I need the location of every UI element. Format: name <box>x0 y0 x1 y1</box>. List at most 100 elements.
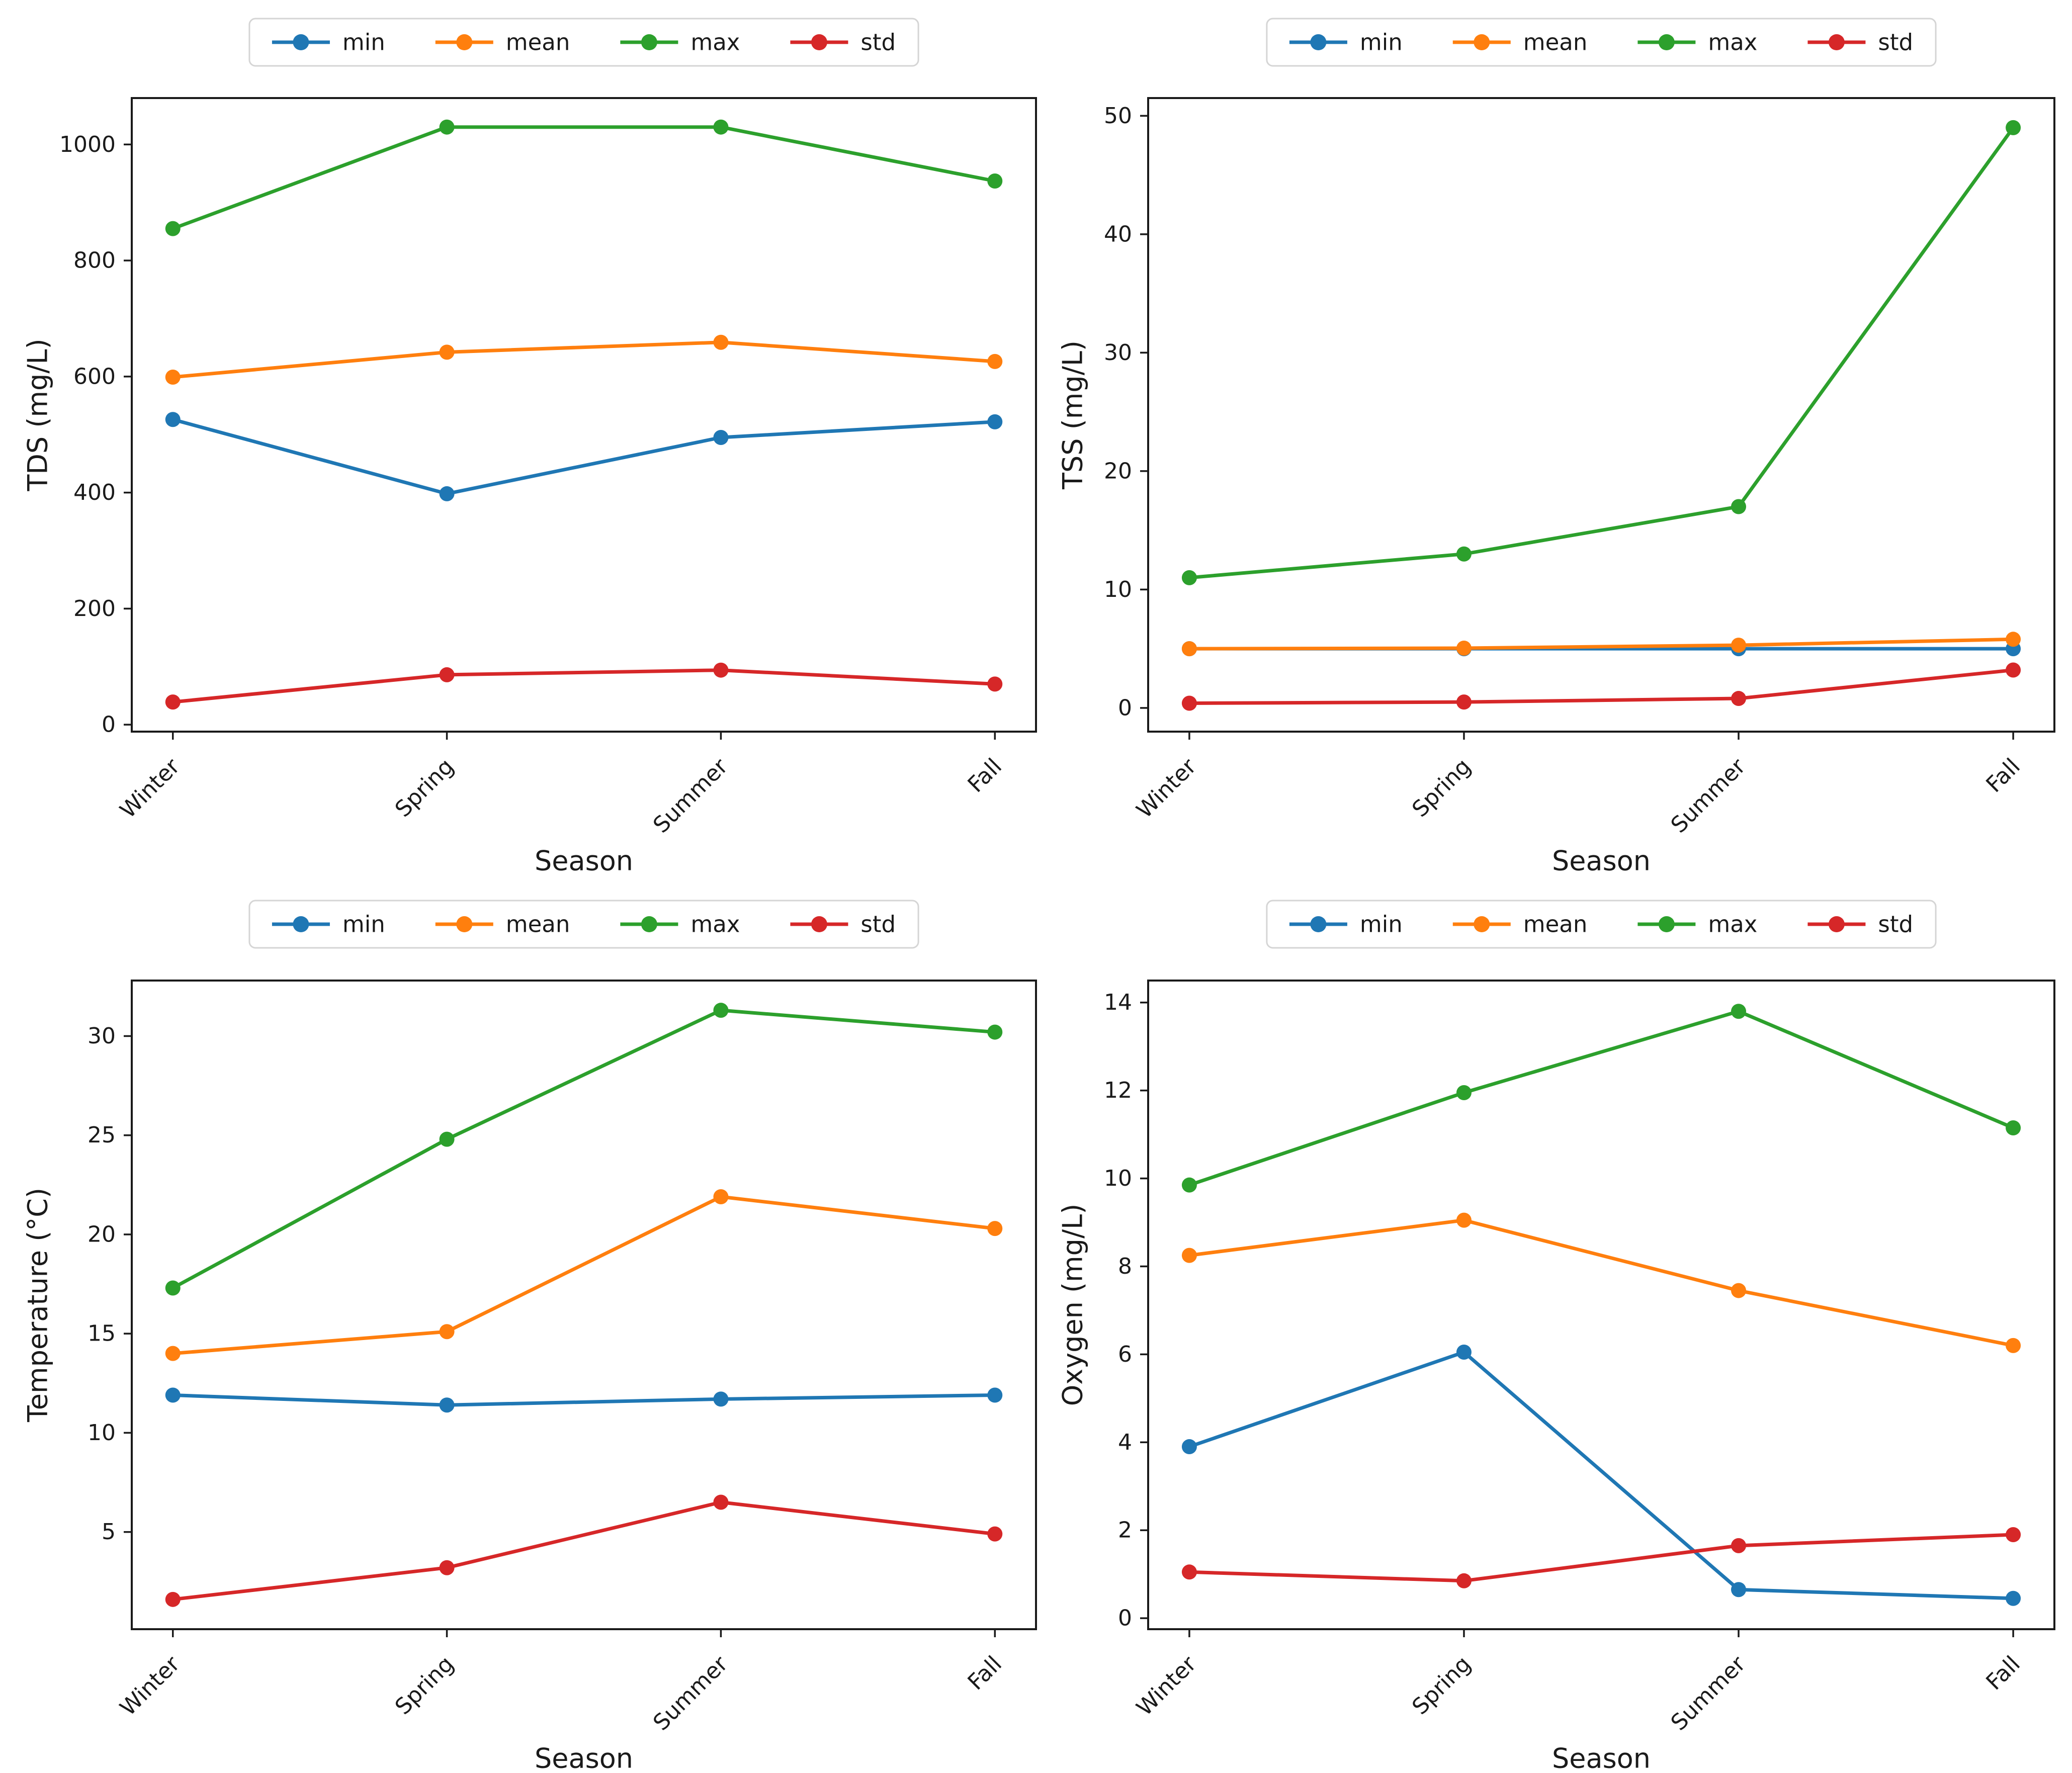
legend-marker-dot-min <box>1310 34 1327 50</box>
x-tick-label-summer: Summer <box>648 753 733 838</box>
series-marker-mean-summer <box>713 334 729 350</box>
legend-box <box>1266 900 1937 949</box>
series-line-max <box>172 1008 995 1290</box>
x-axis-label-tds: Season <box>535 845 633 877</box>
y-axis-label-tss: TSS (mg/L) <box>1057 340 1089 490</box>
series-marker-min-spring <box>439 1397 455 1413</box>
y-tick-label: 0 <box>1118 695 1132 721</box>
legend-item-max: max <box>620 911 740 938</box>
legend-item-mean: mean <box>1452 911 1588 938</box>
legend-item-min: min <box>272 911 385 938</box>
legend-item-mean: mean <box>435 29 570 56</box>
series-marker-mean-winter <box>1181 641 1197 657</box>
y-tick-label: 12 <box>1104 1078 1132 1103</box>
series-marker-mean-winter <box>1181 1248 1197 1263</box>
series-marker-max-winter <box>165 221 181 236</box>
legend-item-mean: mean <box>435 911 570 938</box>
y-tick-label: 0 <box>1118 1606 1132 1631</box>
series-marker-max-summer <box>713 119 729 135</box>
y-tick-label: 4 <box>1118 1430 1132 1455</box>
y-tick-label: 1000 <box>59 132 116 157</box>
series-marker-std-fall <box>987 676 1003 692</box>
series-marker-std-spring <box>1456 694 1472 710</box>
series-marker-std-summer <box>1731 1538 1747 1553</box>
series-marker-min-fall <box>987 1387 1003 1403</box>
x-axis-label-tss: Season <box>1552 845 1651 877</box>
series-marker-std-fall <box>987 1526 1003 1542</box>
y-tick-label: 40 <box>1104 221 1132 247</box>
y-tick-label: 6 <box>1118 1342 1132 1367</box>
legend-item-min: min <box>1289 911 1403 938</box>
series-marker-mean-winter <box>165 370 181 385</box>
legend-oxygen: min mean max std <box>1266 900 1937 949</box>
series-marker-min-winter <box>1181 1439 1197 1455</box>
series-line-mean <box>1189 637 2014 651</box>
x-tick-label-spring: Spring <box>1407 754 1476 822</box>
series-line-max <box>1189 126 2015 580</box>
series-marker-std-winter <box>1181 1564 1197 1580</box>
legend-marker-dot-max <box>641 916 657 932</box>
y-tick-label: 10 <box>1104 577 1132 602</box>
legend-marker-dot-max <box>1658 34 1675 50</box>
series-marker-max-summer <box>1731 499 1747 514</box>
y-tick-label: 15 <box>88 1321 116 1347</box>
series-marker-std-summer <box>713 1494 729 1510</box>
plot-frame-oxygen <box>1147 980 2055 1630</box>
chart-tss: 0 10 20 30 40 50 Winter Spring Summer Fall Season T… <box>1057 18 2055 877</box>
x-tick-label-winter: Winter <box>115 1651 185 1721</box>
series-marker-mean-summer <box>713 1189 729 1204</box>
series-marker-mean-fall <box>2006 1338 2021 1353</box>
series-marker-min-summer <box>713 430 729 445</box>
y-tick-label: 800 <box>73 248 116 274</box>
legend-marker-dot-min <box>1310 916 1327 932</box>
series-marker-min-fall <box>987 414 1003 429</box>
x-tick-label-fall: Fall <box>963 754 1007 797</box>
series-marker-max-spring <box>1456 1085 1472 1101</box>
legend-marker-dot-mean <box>456 34 473 50</box>
series-marker-min-spring <box>1456 1345 1472 1360</box>
y-axis-label-oxygen: Oxygen (mg/L) <box>1057 1204 1089 1406</box>
legend-temperature: min mean max std <box>248 900 919 949</box>
y-axis-label-temperature: Temperature (°C) <box>22 1188 54 1423</box>
legend-label-max: max <box>1708 911 1757 938</box>
series-marker-max-winter <box>165 1280 181 1296</box>
series-line-mean <box>1189 1218 2014 1348</box>
x-tick-label-spring: Spring <box>1407 1651 1476 1720</box>
legend-item-min: min <box>1289 29 1403 56</box>
legend-label-min: min <box>342 911 385 938</box>
series-marker-mean-summer <box>1731 1283 1747 1298</box>
series-marker-std-winter <box>165 1591 181 1607</box>
x-tick-label-spring: Spring <box>390 1651 459 1720</box>
legend-box <box>248 18 919 67</box>
legend-item-max: max <box>1637 911 1757 938</box>
legend-marker-dot-std <box>811 34 827 50</box>
series-marker-std-spring <box>439 667 455 682</box>
plot-frame-tss <box>1147 97 2055 733</box>
series-marker-std-winter <box>1181 695 1197 711</box>
legend-marker-dot-std <box>811 916 827 932</box>
series-marker-max-spring <box>439 1131 455 1147</box>
legend-item-std: std <box>790 29 896 56</box>
legend-marker-dot-min <box>293 34 309 50</box>
legend-label-std: std <box>860 911 896 938</box>
plot-frame-tds <box>131 97 1037 733</box>
legend-label-mean: mean <box>1523 29 1588 56</box>
y-axis-label-tds: TDS (mg/L) <box>22 338 54 491</box>
legend-box <box>1266 18 1937 67</box>
legend-tds: min mean max std <box>248 18 919 67</box>
legend-marker-dot-mean <box>1474 916 1490 932</box>
legend-marker-dot-mean <box>456 916 473 932</box>
series-line-min <box>1188 1350 2014 1601</box>
x-axis-label-temperature: Season <box>535 1743 633 1771</box>
legend-label-mean: mean <box>1523 911 1588 938</box>
x-tick-label-fall: Fall <box>963 1651 1007 1695</box>
legend-item-max: max <box>1637 29 1757 56</box>
legend-label-std: std <box>1878 911 1913 938</box>
legend-marker-dot-max <box>641 34 657 50</box>
x-tick-label-winter: Winter <box>1132 753 1201 823</box>
series-line-max <box>172 125 995 230</box>
series-marker-std-spring <box>1456 1573 1472 1588</box>
series-marker-mean-fall <box>987 1221 1003 1236</box>
series-line-mean <box>172 340 995 379</box>
legend-marker-dot-std <box>1828 916 1845 932</box>
